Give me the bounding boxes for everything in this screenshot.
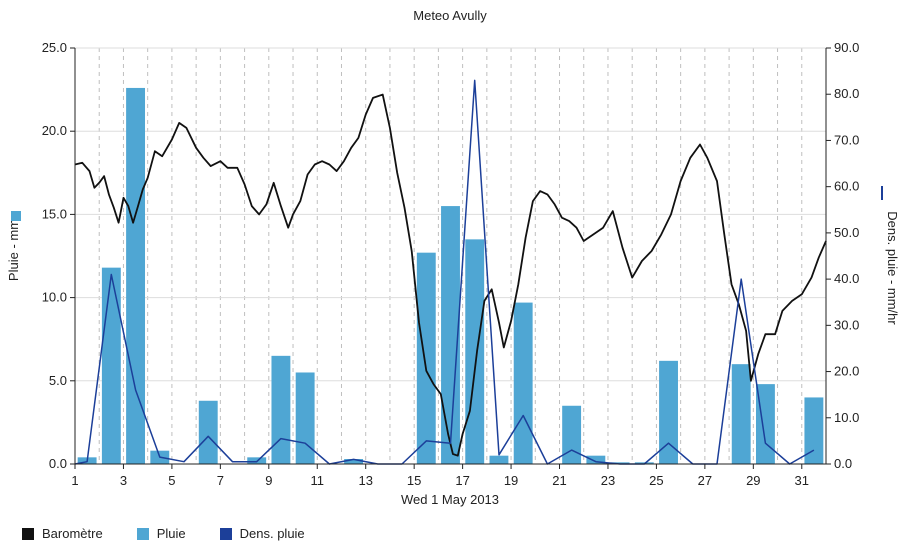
pluie-bar	[441, 206, 460, 464]
x-tick-label: 21	[552, 473, 566, 488]
x-tick-label: 9	[265, 473, 272, 488]
tick-labels: 1 3 5 7 9 11 13 15 17 19 21 23 25 27 29 310.05.010.015.…	[42, 40, 860, 488]
right-tick-label: 10.0	[834, 410, 859, 425]
left-tick-label: 10.0	[42, 290, 67, 305]
pluie-bar	[416, 252, 436, 464]
x-tick-label: 23	[601, 473, 615, 488]
legend-label-dens-pluie: Dens. pluie	[239, 526, 305, 541]
pluie-bar	[659, 360, 678, 464]
axes	[74, 48, 827, 465]
pluie-bar	[465, 239, 485, 464]
pluie-bar	[731, 364, 751, 464]
right-tick-label: 50.0	[834, 225, 859, 240]
pluie-bar	[755, 384, 775, 464]
legend-label-barometre: Baromètre	[42, 526, 103, 541]
x-tick-label: 3	[120, 473, 127, 488]
legend-item-barometre: Baromètre	[22, 526, 103, 541]
pluie-bars	[77, 87, 824, 464]
left-tick-label: 0.0	[49, 456, 67, 471]
x-tick-label: 7	[217, 473, 224, 488]
x-tick-label: 5	[168, 473, 175, 488]
left-tick-label: 25.0	[42, 40, 67, 55]
legend: Baromètre Pluie Dens. pluie	[22, 526, 339, 541]
left-tick-label: 15.0	[42, 206, 67, 221]
x-tick-label: 15	[407, 473, 421, 488]
x-tick-label: 1	[71, 473, 78, 488]
x-tick-label: 25	[649, 473, 663, 488]
right-tick-label: 80.0	[834, 86, 859, 101]
pluie-bar	[562, 405, 582, 464]
legend-label-pluie: Pluie	[156, 526, 186, 541]
legend-swatch-dens-pluie	[219, 527, 232, 540]
right-tick-label: 20.0	[834, 364, 859, 379]
pluie-bar	[101, 267, 121, 464]
legend-swatch-barometre	[22, 527, 34, 540]
left-tick-label: 5.0	[49, 373, 67, 388]
x-axis-title: Wed 1 May 2013	[401, 492, 499, 507]
x-tick-label: 29	[746, 473, 760, 488]
x-tick-label: 27	[698, 473, 712, 488]
pluie-bar	[489, 455, 509, 464]
pluie-bar	[271, 355, 291, 464]
pluie-bar	[344, 459, 364, 464]
x-tick-label: 17	[455, 473, 469, 488]
right-tick-label: 40.0	[834, 271, 859, 286]
left-axis-legend-swatch	[11, 211, 21, 221]
x-tick-label: 11	[311, 473, 325, 488]
left-axis-title-group: Pluie - mm	[6, 219, 21, 281]
left-axis-title: Pluie - mm	[6, 219, 21, 281]
pluie-bar	[198, 400, 218, 464]
right-tick-label: 30.0	[834, 317, 859, 332]
dens-pluie-series-line	[74, 79, 815, 465]
x-tick-label: 19	[504, 473, 518, 488]
pluie-bar	[586, 455, 606, 464]
x-tick-label: 13	[358, 473, 372, 488]
barometre-series-line	[74, 93, 827, 457]
pluie-bar	[513, 302, 533, 464]
right-axis-title: Dens. pluie - mm/hr	[885, 211, 900, 325]
right-tick-label: 70.0	[834, 132, 859, 147]
legend-item-pluie: Pluie	[136, 526, 186, 541]
legend-swatch-pluie	[136, 527, 149, 540]
chart-title: Meteo Avully	[413, 8, 487, 23]
right-tick-label: 90.0	[834, 40, 859, 55]
pluie-bar	[610, 462, 630, 464]
right-tick-label: 60.0	[834, 179, 859, 194]
pluie-bar	[295, 372, 315, 464]
pluie-bar	[804, 397, 824, 464]
right-axis-title-group: Dens. pluie - mm/hr	[885, 211, 900, 325]
left-tick-label: 20.0	[42, 123, 67, 138]
legend-item-dens-pluie: Dens. pluie	[219, 526, 305, 541]
right-tick-label: 0.0	[834, 456, 852, 471]
x-tick-label: 31	[795, 473, 809, 488]
